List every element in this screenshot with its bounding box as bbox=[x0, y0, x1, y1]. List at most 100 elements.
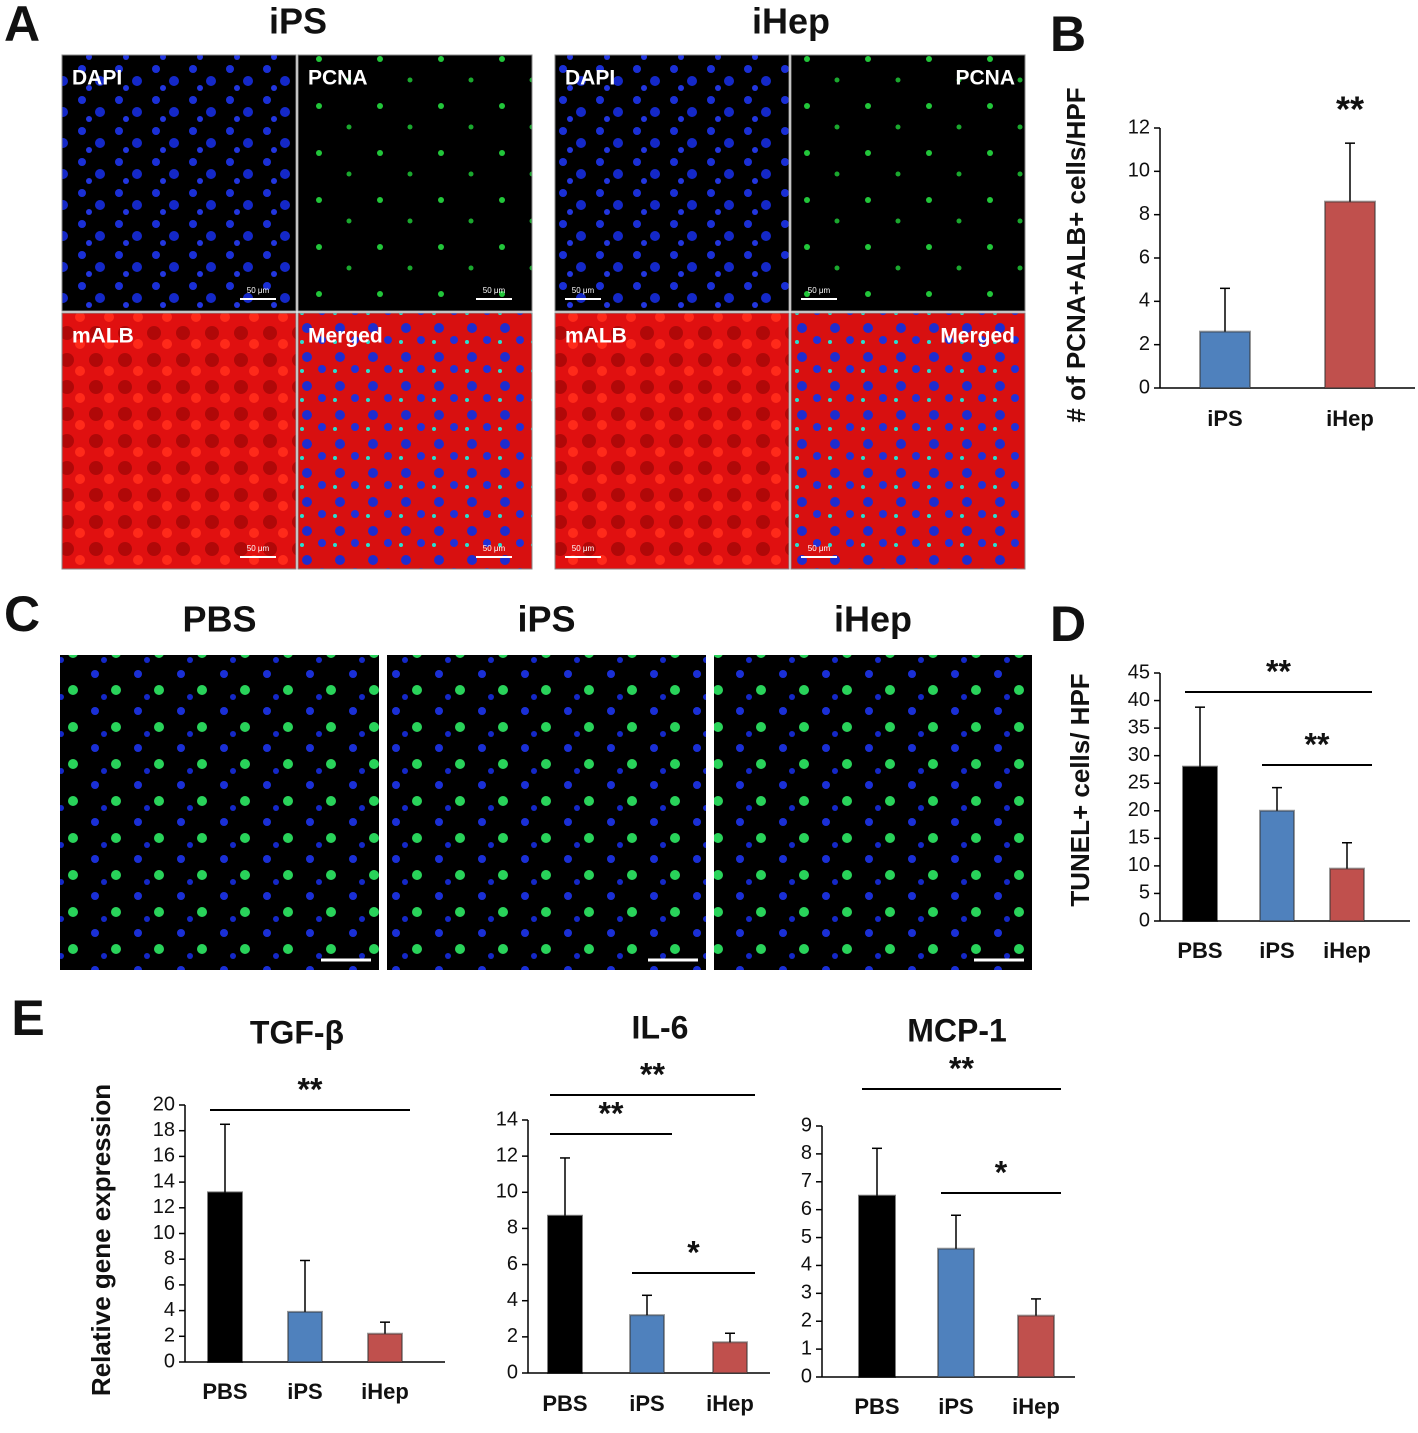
group-title: PBS bbox=[182, 599, 256, 640]
y-tick-label: 10 bbox=[1128, 160, 1150, 182]
channel-label: DAPI bbox=[565, 67, 615, 90]
y-tick-label: 30 bbox=[1128, 744, 1150, 766]
scale-label: 50 μm bbox=[572, 544, 595, 553]
panel-letter: D bbox=[1050, 596, 1086, 652]
y-tick-label: 9 bbox=[801, 1114, 812, 1136]
significance-mark: * bbox=[995, 1154, 1008, 1190]
y-tick-label: 1 bbox=[801, 1337, 812, 1359]
y-tick-label: 8 bbox=[507, 1217, 518, 1239]
y-tick-label: 14 bbox=[496, 1108, 518, 1130]
y-tick-label: 4 bbox=[801, 1254, 812, 1276]
panel-letter: B bbox=[1050, 6, 1086, 62]
y-tick-label: 3 bbox=[801, 1282, 812, 1304]
micrograph bbox=[554, 312, 790, 570]
x-tick-label: iPS bbox=[938, 1394, 973, 1419]
bar bbox=[1182, 765, 1218, 923]
y-tick-label: 35 bbox=[1128, 716, 1150, 738]
channel-label: PCNA bbox=[308, 67, 368, 90]
y-tick-label: 20 bbox=[1128, 799, 1150, 821]
channel-label: DAPI bbox=[72, 67, 122, 90]
y-tick-label: 16 bbox=[153, 1145, 175, 1167]
y-tick-label: 12 bbox=[1128, 116, 1150, 138]
micrograph bbox=[297, 312, 533, 570]
bar bbox=[629, 1314, 665, 1374]
scale-label: 50 μm bbox=[483, 544, 506, 553]
channel-label: Merged bbox=[308, 325, 383, 348]
y-tick-label: 2 bbox=[507, 1325, 518, 1347]
y-tick-label: 8 bbox=[1139, 203, 1150, 225]
significance-mark: ** bbox=[1336, 89, 1364, 130]
bar bbox=[937, 1247, 975, 1378]
micrograph bbox=[790, 54, 1026, 312]
bar bbox=[207, 1191, 243, 1363]
bar bbox=[1259, 809, 1295, 922]
y-tick-label: 45 bbox=[1128, 661, 1150, 683]
scale-label: 50 μm bbox=[247, 544, 270, 553]
bar bbox=[1017, 1314, 1055, 1378]
chart-title: TGF-β bbox=[250, 1014, 344, 1050]
panel-letter: A bbox=[4, 0, 40, 52]
y-tick-label: 10 bbox=[496, 1181, 518, 1203]
group-title: iHep bbox=[834, 599, 912, 640]
y-tick-label: 6 bbox=[1139, 246, 1150, 268]
channel-label: PCNA bbox=[955, 67, 1015, 90]
group-title: iPS bbox=[517, 599, 575, 640]
y-tick-label: 2 bbox=[1139, 333, 1150, 355]
bar bbox=[367, 1332, 403, 1363]
scale-label: 50 μm bbox=[572, 286, 595, 295]
y-tick-label: 8 bbox=[164, 1247, 175, 1269]
x-tick-label: iPS bbox=[287, 1379, 322, 1404]
micrograph bbox=[554, 54, 790, 312]
bar bbox=[712, 1341, 748, 1374]
y-tick-label: 20 bbox=[153, 1093, 175, 1115]
channel-label: mALB bbox=[565, 325, 627, 348]
micrograph bbox=[61, 312, 297, 570]
bar bbox=[1324, 200, 1376, 389]
x-tick-label: iPS bbox=[1207, 406, 1242, 431]
y-tick-label: 0 bbox=[1139, 909, 1150, 931]
y-tick-label: 40 bbox=[1128, 689, 1150, 711]
x-tick-label: PBS bbox=[202, 1379, 247, 1404]
significance-mark: ** bbox=[298, 1071, 323, 1107]
y-tick-label: 12 bbox=[153, 1196, 175, 1218]
scale-label: 50 μm bbox=[808, 544, 831, 553]
channel-label: mALB bbox=[72, 325, 134, 348]
y-tick-label: 7 bbox=[801, 1170, 812, 1192]
y-tick-label: 14 bbox=[153, 1170, 175, 1192]
y-tick-label: 0 bbox=[1139, 376, 1150, 398]
significance-mark: ** bbox=[599, 1095, 624, 1131]
chart-title: IL-6 bbox=[632, 1009, 689, 1045]
significance-mark: * bbox=[687, 1234, 700, 1270]
y-tick-label: 10 bbox=[1128, 854, 1150, 876]
y-tick-label: 4 bbox=[164, 1299, 175, 1321]
y-tick-label: 6 bbox=[507, 1253, 518, 1275]
bar bbox=[858, 1194, 896, 1378]
micrograph bbox=[60, 655, 379, 970]
bar bbox=[1329, 867, 1365, 923]
y-tick-label: 5 bbox=[1139, 882, 1150, 904]
y-axis-label: # of PCNA+ALB+ cells/HPF bbox=[1061, 87, 1091, 422]
y-tick-label: 2 bbox=[164, 1325, 175, 1347]
y-tick-label: 6 bbox=[164, 1273, 175, 1295]
y-tick-label: 4 bbox=[1139, 290, 1150, 312]
micrograph bbox=[790, 312, 1026, 570]
x-tick-label: iHep bbox=[1012, 1394, 1060, 1419]
micrograph bbox=[387, 655, 706, 970]
y-tick-label: 8 bbox=[801, 1142, 812, 1164]
y-tick-label: 5 bbox=[801, 1226, 812, 1248]
group-title: iPS bbox=[269, 1, 327, 42]
x-tick-label: PBS bbox=[542, 1391, 587, 1416]
channel-label: Merged bbox=[940, 325, 1015, 348]
y-tick-label: 0 bbox=[164, 1350, 175, 1372]
micrograph bbox=[61, 54, 297, 312]
scale-label: 50 μm bbox=[483, 286, 506, 295]
y-tick-label: 6 bbox=[801, 1198, 812, 1220]
x-tick-label: iPS bbox=[629, 1391, 664, 1416]
y-tick-label: 2 bbox=[801, 1310, 812, 1332]
y-tick-label: 4 bbox=[507, 1289, 518, 1311]
y-tick-label: 10 bbox=[153, 1222, 175, 1244]
y-axis-label: TUNEL+ cells/ HPF bbox=[1065, 673, 1095, 906]
x-tick-label: iPS bbox=[1259, 938, 1294, 963]
x-tick-label: PBS bbox=[1177, 938, 1222, 963]
